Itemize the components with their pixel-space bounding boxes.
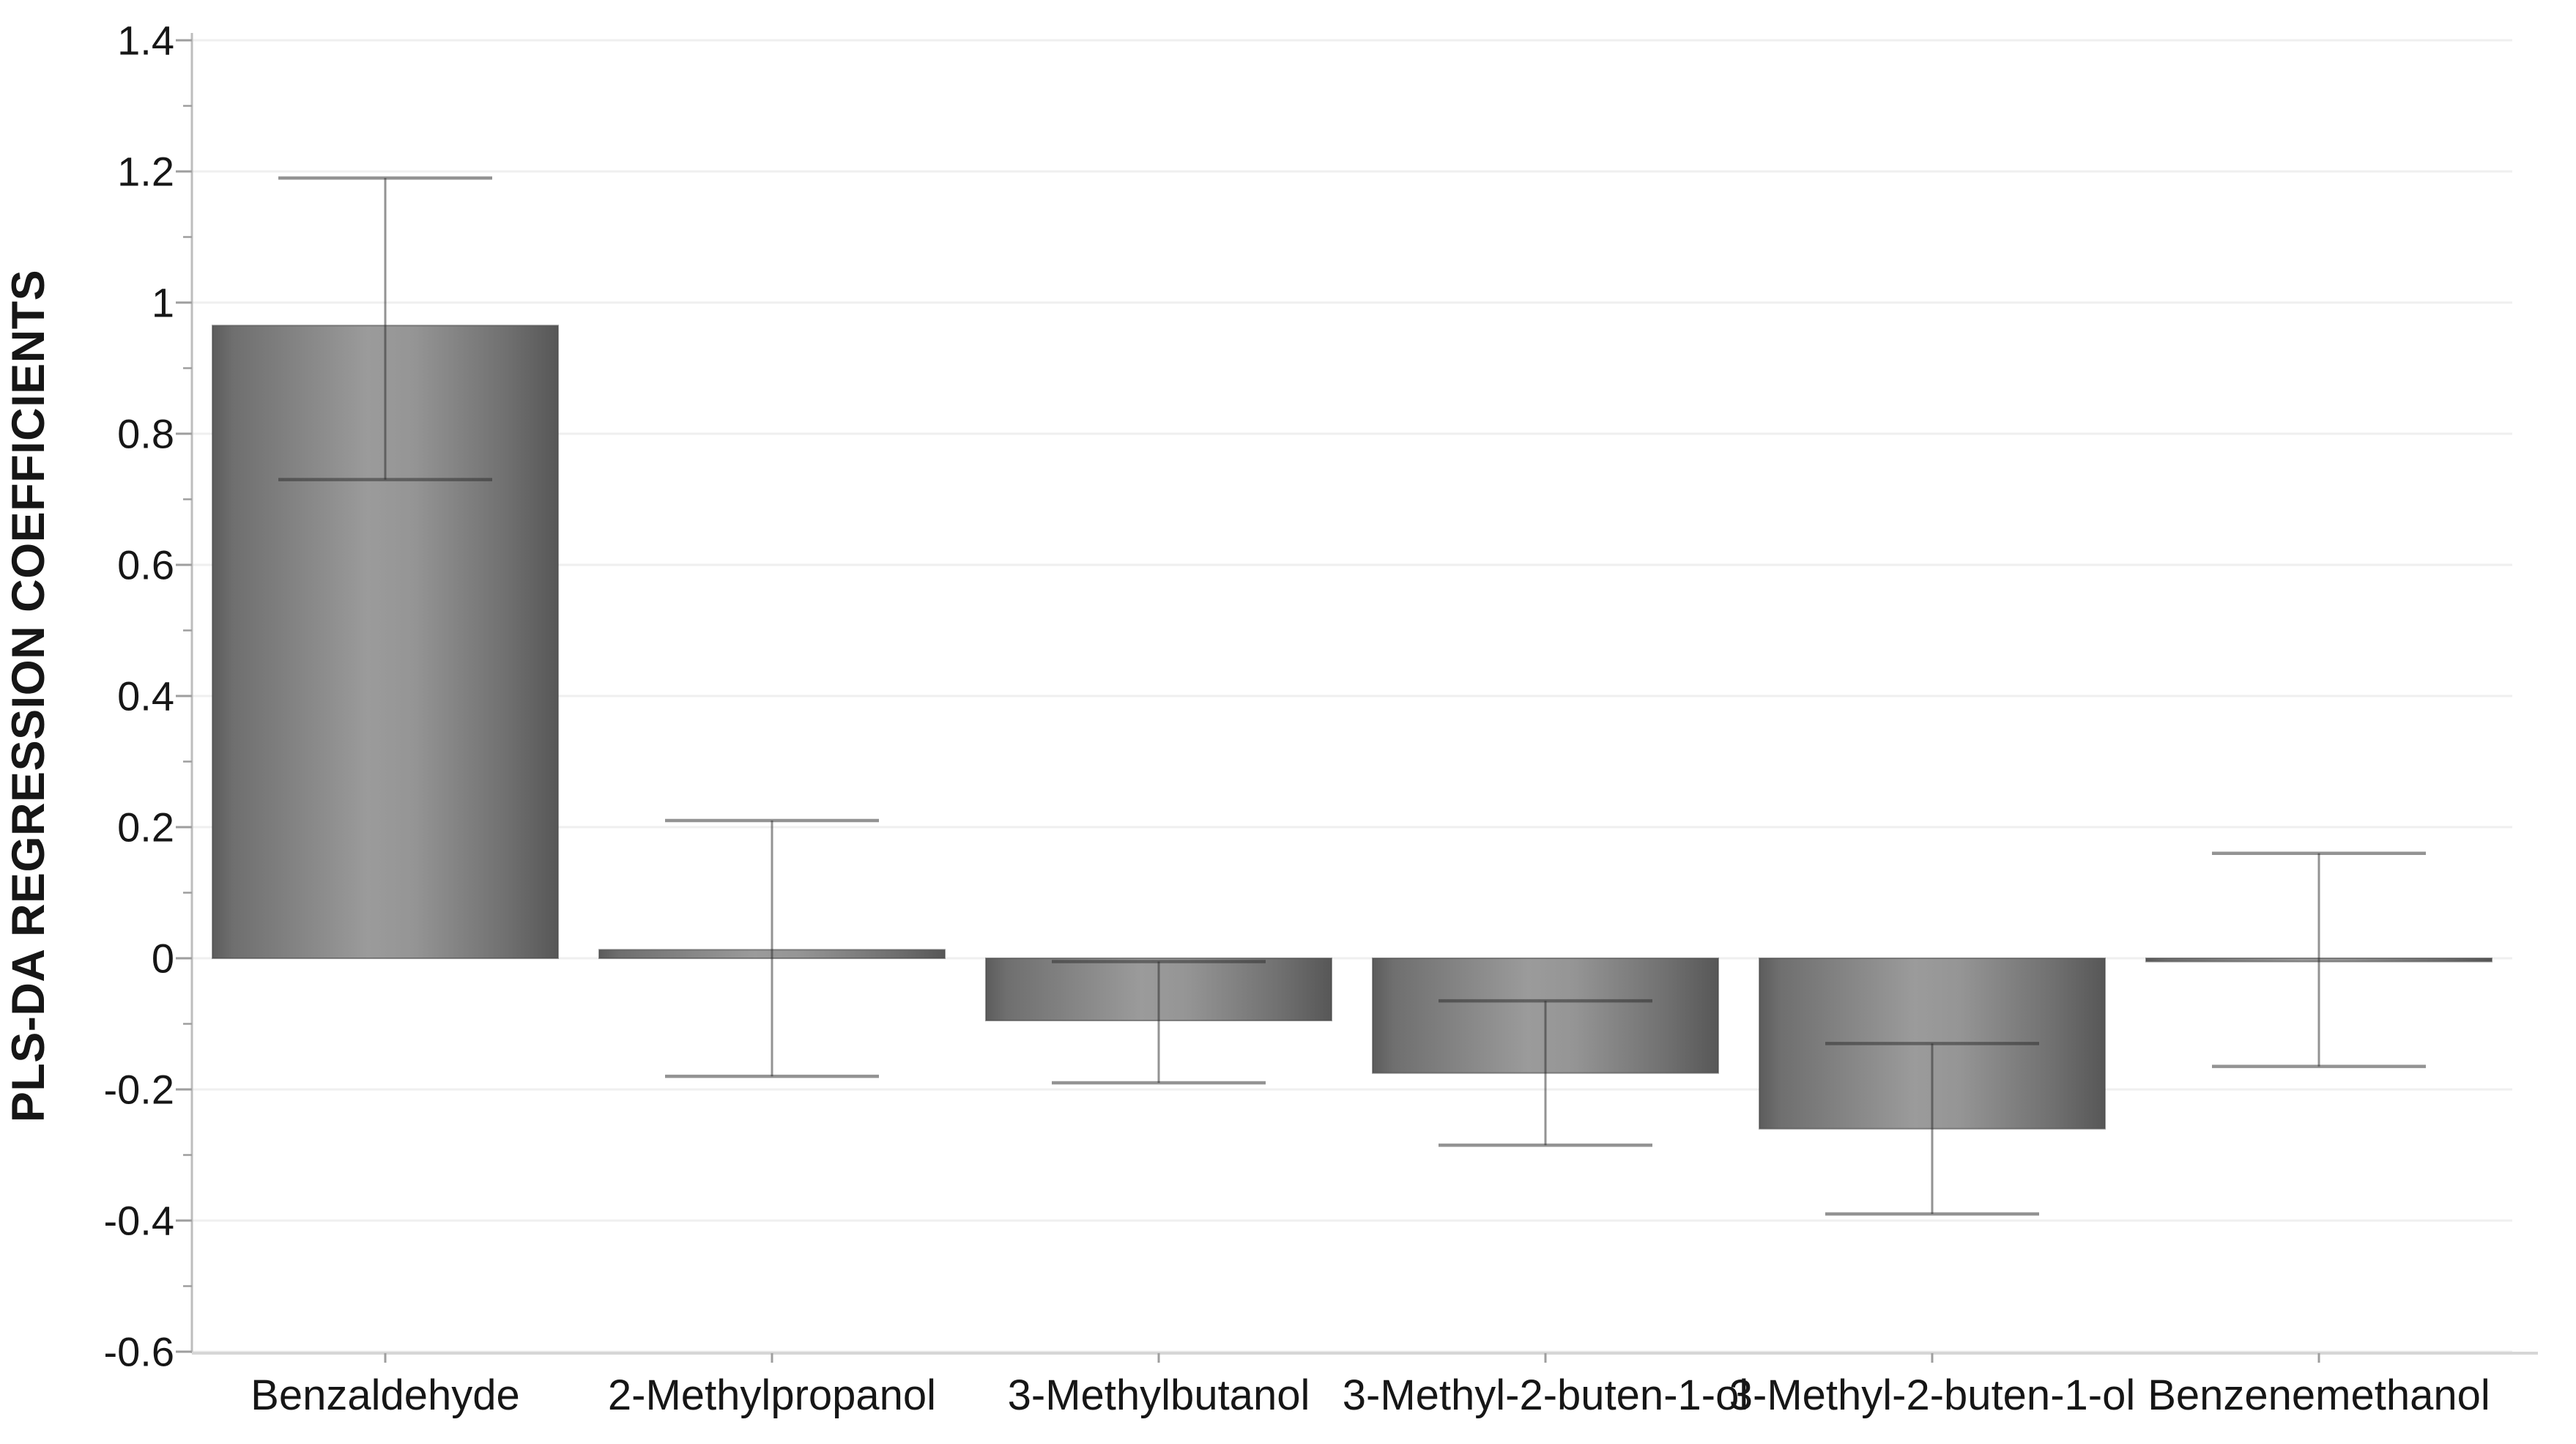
error-bar-5	[2212, 851, 2426, 1068]
y-tick-label: 0.4	[117, 673, 174, 719]
y-axis-title: PLS-DA REGRESSION COEFFICIENTS	[3, 270, 54, 1122]
y-tick-label: -0.6	[104, 1329, 175, 1375]
x-category-label: Benzaldehyde	[250, 1371, 520, 1419]
error-bar-0	[278, 176, 492, 481]
x-category-label: Benzenemethanol	[2148, 1371, 2490, 1419]
x-category-label: 3-Methyl-2-buten-1-ol	[1729, 1371, 2135, 1419]
error-bar-3	[1439, 999, 1652, 1147]
x-category-label: 3-Methylbutanol	[1008, 1371, 1310, 1419]
x-category-label: 2-Methylpropanol	[608, 1371, 936, 1419]
x-category-label: 3-Methyl-2-buten-1-ol	[1343, 1371, 1748, 1419]
error-bar-1	[665, 818, 879, 1078]
y-tick-label: -0.4	[104, 1198, 175, 1244]
y-tick-label: 1.2	[117, 149, 174, 195]
y-tick-label: 0	[152, 936, 174, 982]
y-tick-label: -0.2	[104, 1067, 175, 1113]
y-tick-label: 1.4	[117, 18, 174, 64]
y-tick-label: 0.8	[117, 411, 174, 457]
y-tick-label: 1	[152, 280, 174, 326]
y-tick-label: 0.2	[117, 804, 174, 851]
error-bar-4	[1825, 1042, 2039, 1216]
y-tick-label: 0.6	[117, 542, 174, 588]
error-bar-2	[1052, 960, 1266, 1085]
